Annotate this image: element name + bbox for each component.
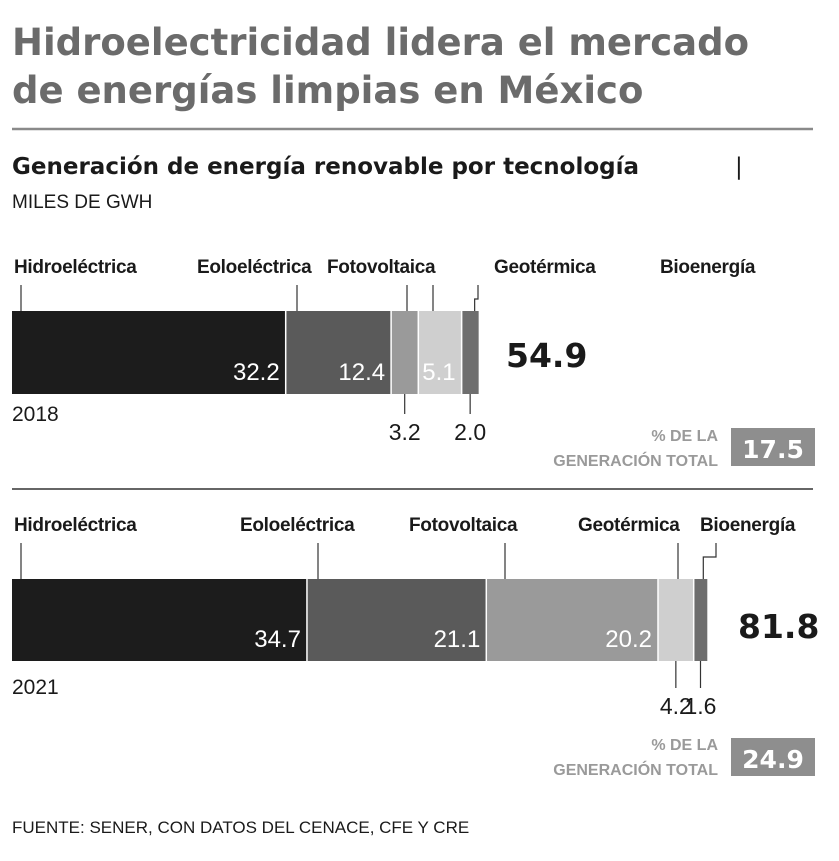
value-label-fotovoltaica: 3.2 — [389, 419, 421, 445]
bar-segment-eoloelectrica — [306, 579, 487, 661]
bar-segment-geotermica — [418, 311, 462, 394]
category-label-fotovoltaica: Fotovoltaica — [327, 257, 436, 278]
category-label-geotermica: Geotérmica — [578, 515, 680, 536]
pct-label-line-1: % DE LA — [651, 737, 718, 754]
value-label-hidroelectrica: 34.7 — [254, 626, 301, 653]
pct-label-line-2: GENERACIÓN TOTAL — [553, 451, 718, 470]
unit-label: MILES DE GWH — [12, 192, 152, 213]
bar-segment-bioenergia — [461, 311, 479, 394]
value-label-geotermica: 5.1 — [422, 359, 455, 386]
pct-value: 24.9 — [742, 745, 804, 774]
category-label-hidroelectrica: Hidroeléctrica — [14, 257, 137, 278]
pct-badge — [731, 428, 815, 466]
pct-value: 17.5 — [742, 435, 804, 464]
bar-segment-fotovoltaica — [486, 579, 658, 661]
pct-badge — [731, 738, 815, 776]
pct-label-line-2: GENERACIÓN TOTAL — [553, 760, 718, 779]
bar-segment-eoloelectrica — [285, 311, 392, 394]
value-label-eoloelectrica: 21.1 — [434, 626, 481, 653]
category-label-geotermica: Geotérmica — [494, 257, 596, 278]
bar-segment-fotovoltaica — [391, 311, 419, 394]
bar-segment-hidroelectrica — [12, 579, 307, 661]
value-label-eoloelectrica: 12.4 — [338, 359, 385, 386]
source-note: FUENTE: SENER, CON DATOS DEL CENACE, CFE… — [12, 818, 469, 837]
total-value: 54.9 — [506, 336, 587, 375]
panel-2021: Hidroeléctrica Eoloeléctrica Fotovoltaic… — [12, 515, 819, 779]
category-label-bioenergia: Bioenergía — [660, 257, 756, 278]
bar-segment-hidroelectrica — [12, 311, 286, 394]
category-label-eoloelectrica: Eoloeléctrica — [197, 257, 312, 278]
category-label-bioenergia: Bioenergía — [700, 515, 796, 536]
category-label-fotovoltaica: Fotovoltaica — [409, 515, 518, 536]
value-label-bioenergia: 2.0 — [454, 419, 486, 445]
year-label: 2021 — [12, 676, 59, 699]
category-label-eoloelectrica: Eoloeléctrica — [240, 515, 355, 536]
bar-segment-bioenergia — [693, 579, 708, 661]
value-label-geotermica: 4.2 — [660, 693, 692, 719]
bar-segment-geotermica — [658, 579, 694, 661]
leader-line-bioenergia — [702, 543, 717, 591]
value-label-hidroelectrica: 32.2 — [233, 359, 280, 386]
pct-label-line-1: % DE LA — [651, 428, 718, 445]
value-label-bioenergia: 1.6 — [685, 693, 717, 719]
chart-subtitle: Generación de energía renovable por tecn… — [12, 154, 639, 180]
panel-2018: Hidroeléctrica Eoloeléctrica Fotovoltaic… — [12, 257, 815, 470]
chart-title-line-1: Hidroelectricidad lidera el mercado — [12, 21, 749, 64]
value-label-fotovoltaica: 20.2 — [605, 626, 652, 653]
chart-title-line-2: de energías limpias en México — [12, 69, 643, 112]
subtitle-separator: | — [735, 154, 743, 180]
category-label-hidroelectrica: Hidroeléctrica — [14, 515, 137, 536]
total-value: 81.8 — [738, 607, 819, 646]
year-label: 2018 — [12, 403, 59, 426]
